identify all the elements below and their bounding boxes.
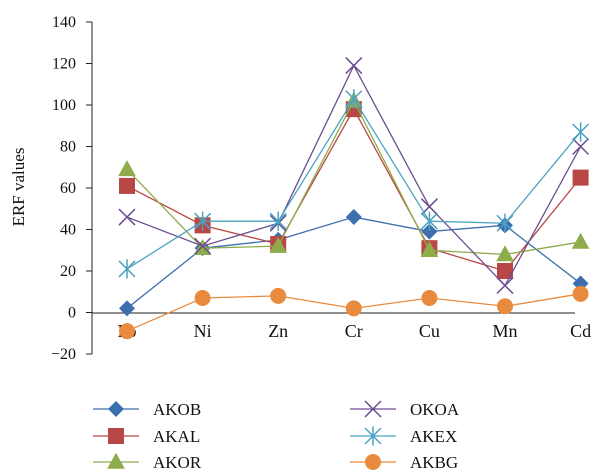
series-akex (118, 89, 590, 279)
y-tick-label: 140 (52, 14, 76, 31)
y-tick-label: 20 (60, 263, 76, 280)
legend-label: AKOR (153, 453, 202, 470)
point-marker (270, 287, 287, 304)
y-tick-label: 80 (60, 139, 76, 156)
point-marker (572, 137, 590, 156)
series-akob (119, 209, 589, 317)
point-marker (421, 223, 438, 240)
point-marker (345, 209, 362, 226)
point-marker (420, 211, 438, 231)
point-marker (496, 245, 514, 262)
point-marker (572, 285, 589, 302)
legend-item-akal: AKAL (93, 427, 200, 446)
point-marker (496, 276, 514, 295)
legend-label: OKOA (410, 400, 460, 419)
legend-item-akex: AKEX (350, 426, 457, 446)
series-line (126, 107, 582, 272)
point-marker (364, 426, 382, 446)
point-marker (194, 237, 212, 255)
y-tick-label: −20 (51, 346, 76, 363)
y-tick-label: 40 (60, 222, 76, 239)
x-tick-label: Zn (268, 321, 288, 341)
x-tick-label: Mn (492, 321, 517, 341)
point-marker (118, 208, 136, 226)
point-marker (108, 428, 124, 444)
point-marker (194, 289, 211, 306)
x-tick-label: Ni (194, 321, 212, 341)
point-marker (497, 263, 513, 279)
x-tick-label: Cr (345, 321, 363, 341)
point-marker (497, 298, 513, 315)
y-tick-label: 0 (68, 305, 76, 322)
point-marker (345, 57, 363, 75)
point-marker (108, 401, 124, 417)
point-marker (572, 122, 590, 142)
legend-label: AKAL (153, 427, 200, 446)
point-marker (571, 232, 590, 249)
legend-label: AKBG (410, 453, 458, 470)
point-marker (119, 323, 135, 340)
point-marker (365, 454, 381, 470)
point-marker (119, 300, 135, 317)
legend: AKOB AKAL AKOR OKOA AKEX AKBG (93, 400, 460, 470)
point-marker (269, 236, 287, 253)
series-akbg (119, 285, 589, 340)
point-marker (118, 259, 136, 279)
axes: −20020406080100120140PbNiZnCrCuMnCd (51, 14, 591, 363)
point-marker (119, 177, 135, 194)
point-marker (118, 160, 136, 177)
legend-label: AKEX (410, 427, 457, 446)
point-marker (420, 241, 439, 258)
y-tick-label: 100 (52, 97, 76, 114)
x-tick-label: Cd (570, 321, 591, 341)
point-marker (345, 300, 362, 317)
legend-item-okoa: OKOA (350, 400, 460, 419)
x-tick-label: Cu (419, 321, 440, 341)
y-tick-label: 120 (52, 56, 76, 73)
point-marker (107, 452, 125, 469)
legend-label: AKOB (153, 400, 201, 419)
point-marker (269, 211, 287, 231)
legend-item-akor: AKOR (93, 452, 202, 470)
point-marker (194, 211, 212, 231)
y-axis-label: ERF values (9, 148, 28, 227)
series-okoa (118, 57, 590, 295)
y-tick-label: 60 (60, 180, 76, 197)
point-marker (364, 400, 382, 418)
legend-item-akob: AKOB (93, 400, 201, 419)
point-marker (572, 169, 589, 186)
legend-item-akbg: AKBG (350, 453, 458, 470)
point-marker (496, 213, 514, 233)
point-marker (421, 289, 438, 306)
series-group (118, 57, 590, 340)
point-marker (345, 89, 363, 109)
